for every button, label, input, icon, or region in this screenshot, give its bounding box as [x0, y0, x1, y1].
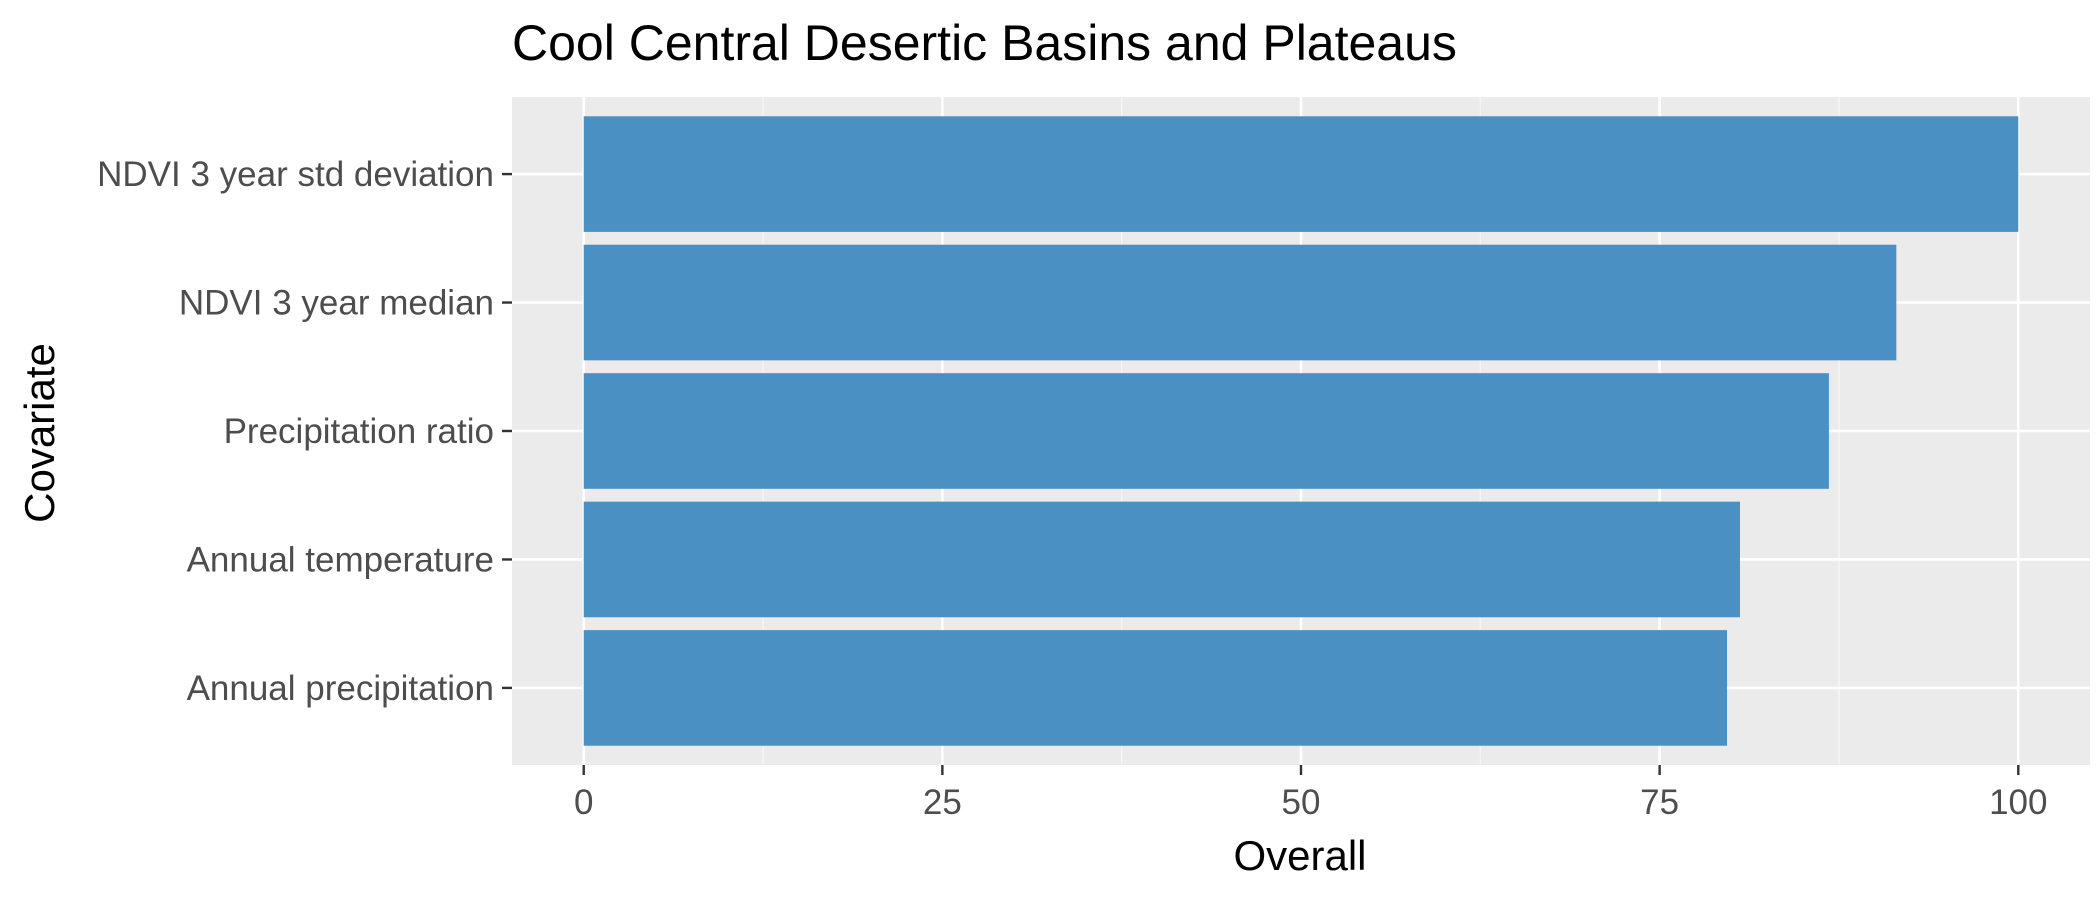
y-tick-label: Precipitation ratio: [224, 412, 494, 451]
bar: [583, 116, 2019, 232]
bars-group: [583, 116, 2019, 746]
bar: [583, 501, 1740, 618]
bar: [583, 373, 1829, 489]
x-tick-label: 0: [574, 783, 593, 822]
bar: [583, 630, 1728, 746]
x-tick-label: 75: [1640, 783, 1679, 822]
chart-title: Cool Central Desertic Basins and Plateau…: [512, 15, 1457, 71]
y-tick-label: Annual temperature: [187, 540, 494, 579]
y-axis: NDVI 3 year std deviation NDVI 3 year med…: [97, 155, 512, 708]
y-tick-label: NDVI 3 year median: [179, 284, 494, 323]
y-tick-label: Annual precipitation: [187, 669, 494, 708]
x-tick-label: 25: [923, 783, 962, 822]
x-tick-label: 50: [1282, 783, 1321, 822]
y-axis-title: Covariate: [16, 343, 63, 523]
bar: [583, 244, 1897, 361]
y-tick-label: NDVI 3 year std deviation: [97, 155, 494, 194]
x-tick-label: 100: [1989, 783, 2047, 822]
x-axis-title: Overall: [1233, 832, 1366, 879]
x-axis: 0 25 50 75 100: [574, 765, 2047, 822]
